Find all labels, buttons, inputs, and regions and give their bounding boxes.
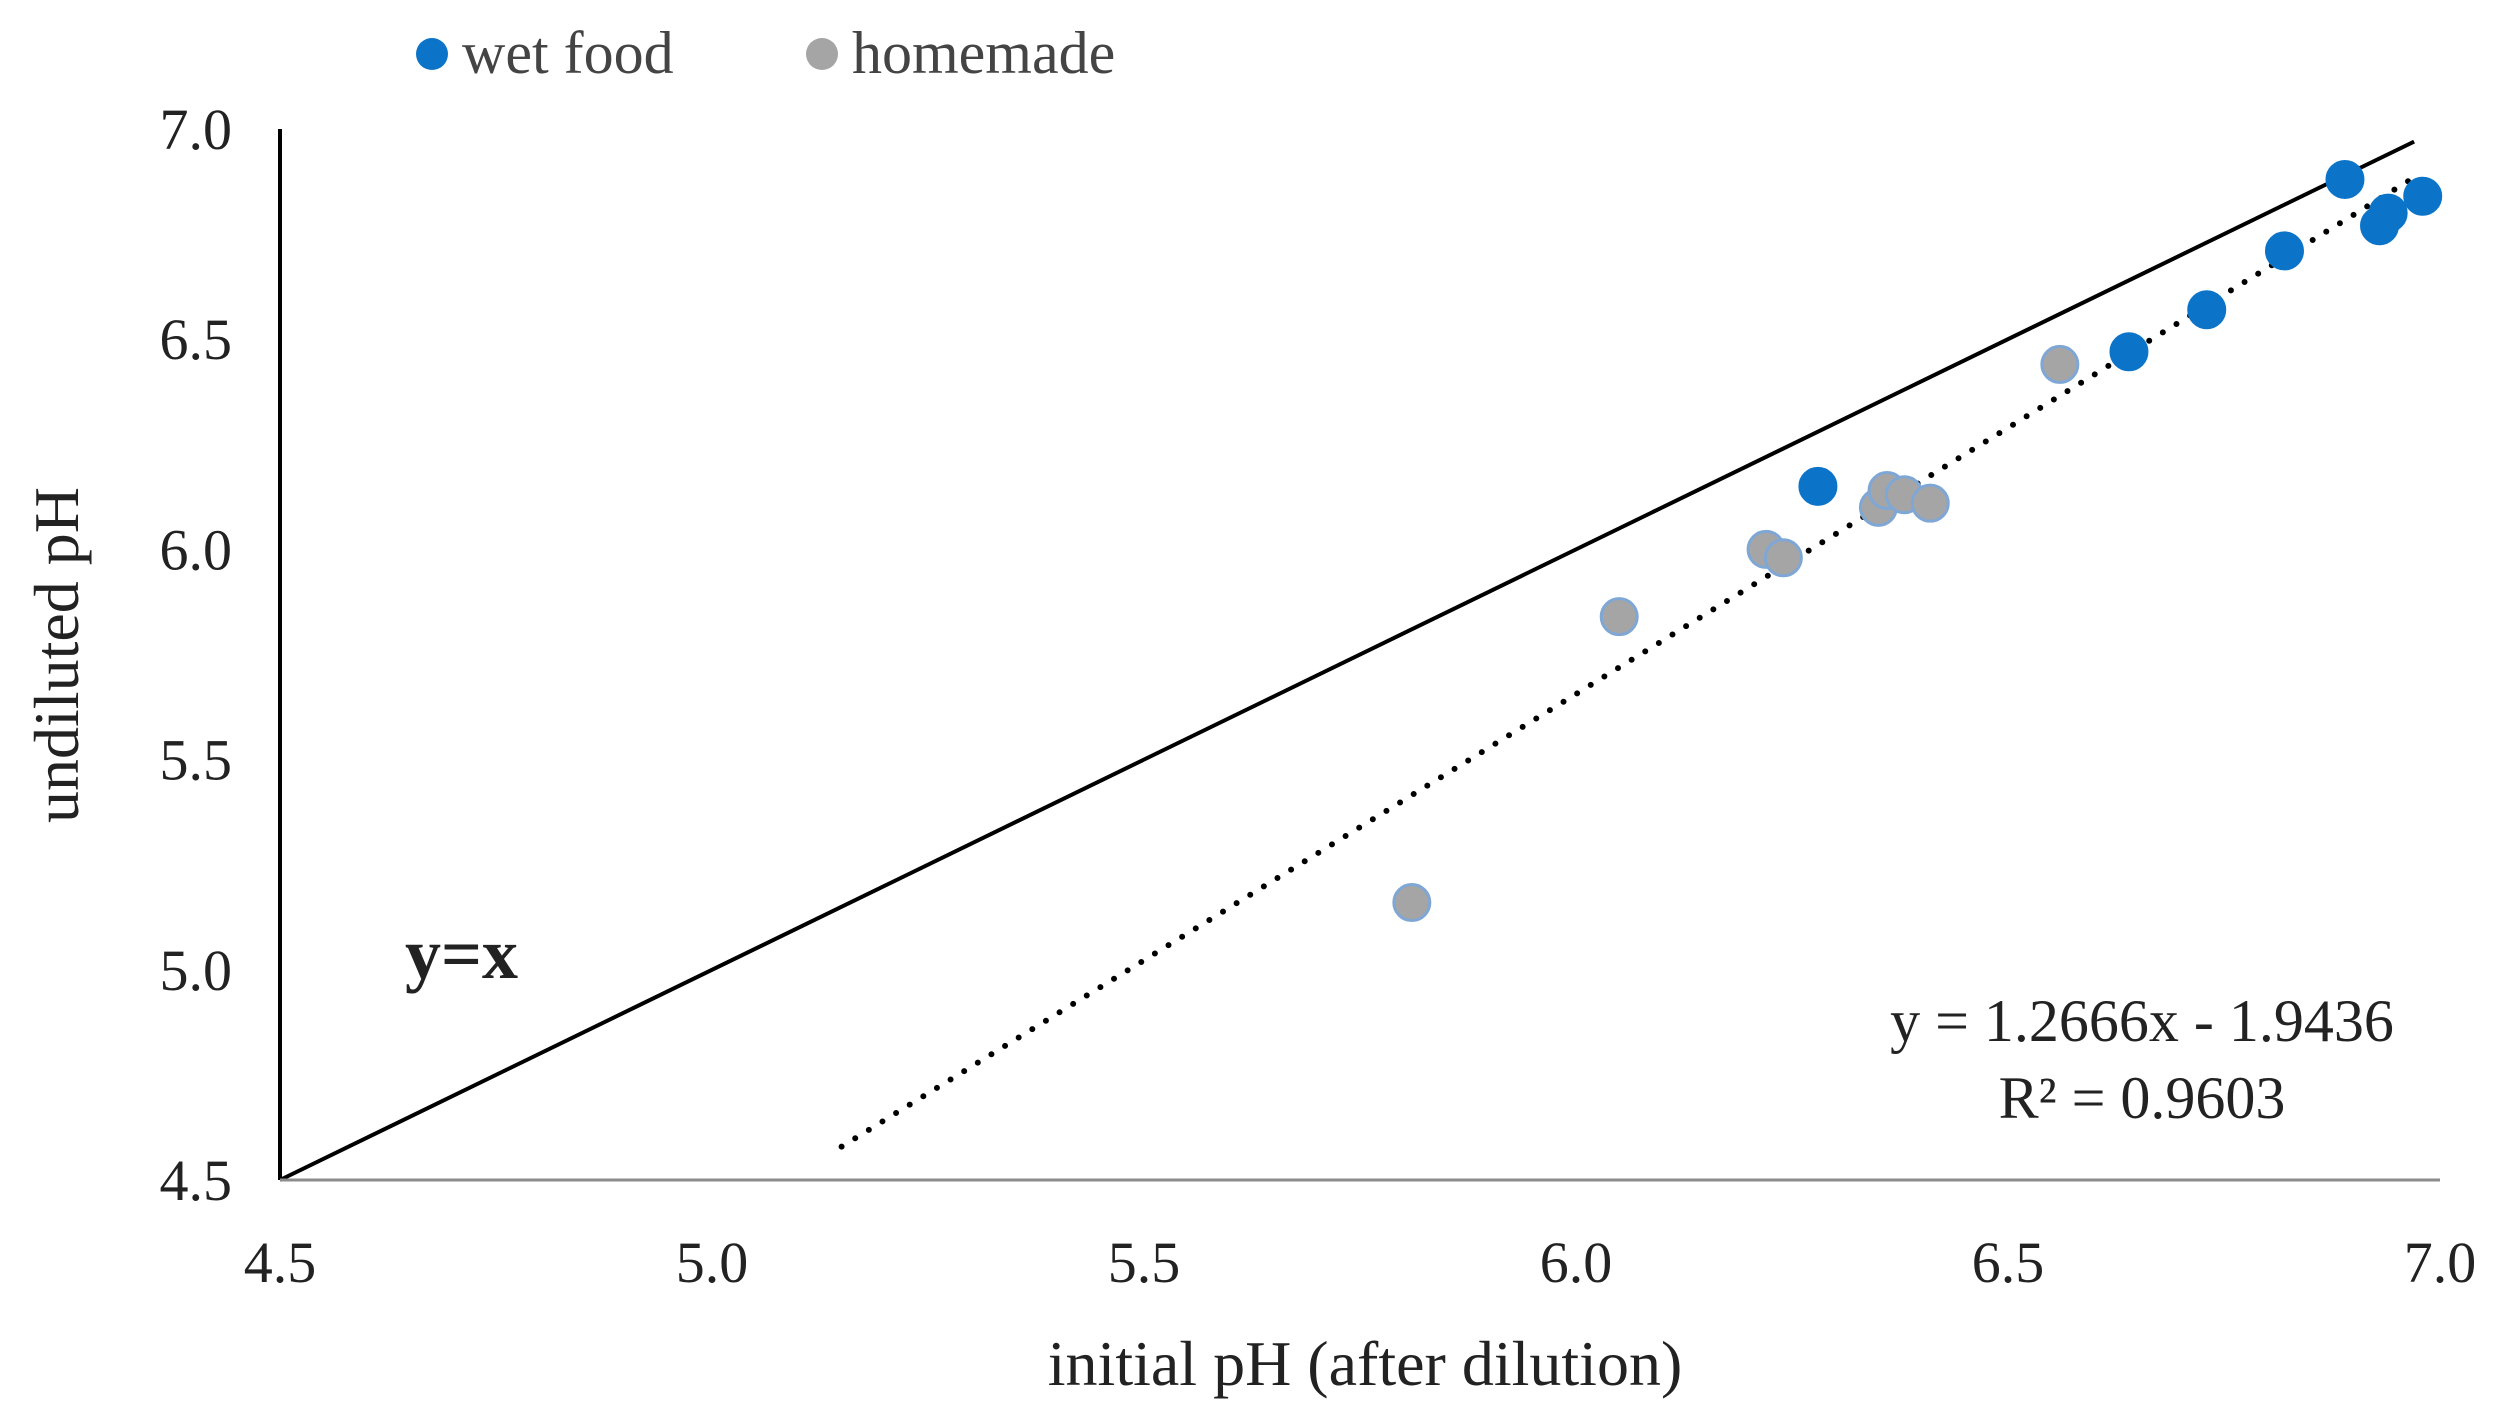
- point-wet-food-0: [1798, 466, 1838, 506]
- y-tick-label-2: 5.5: [160, 728, 233, 793]
- y-tick-label-1: 5.0: [160, 938, 233, 1003]
- point-homemade-0: [1392, 883, 1432, 923]
- point-homemade-7: [1910, 483, 1950, 523]
- point-homemade-1: [1599, 597, 1639, 637]
- y-tick-label-5: 7.0: [160, 97, 233, 162]
- trendline-r-squared: R² = 0.9603: [1999, 1065, 2286, 1131]
- plot-lines: [279, 139, 2418, 1182]
- point-homemade-8: [2040, 344, 2080, 384]
- reference-line-y-equals-x: [279, 139, 2415, 1182]
- x-tick-label-3: 6.0: [1540, 1230, 1613, 1295]
- x-axis-title: initial pH (after dilution): [1048, 1328, 1683, 1399]
- data-points: [1392, 159, 2443, 923]
- legend-swatch-homemade: [806, 38, 838, 70]
- point-wet-food-2: [2187, 290, 2227, 330]
- legend-label-homemade: homemade: [852, 20, 1115, 86]
- point-wet-food-1: [2109, 332, 2149, 372]
- point-wet-food-3: [2264, 231, 2304, 271]
- legend: wet food homemade: [416, 20, 1115, 86]
- x-tick-label-0: 4.5: [244, 1230, 317, 1295]
- reference-line-label: y=x: [405, 914, 518, 994]
- axes: [278, 129, 2440, 1182]
- point-wet-food-6: [2368, 193, 2408, 233]
- point-wet-food-7: [2403, 176, 2443, 216]
- y-tick-label-4: 6.5: [160, 307, 233, 372]
- tick-labels: 4.5 5.0 5.5 6.0 6.5 7.0 4.5 5.0 5.5 6.0 6.5 7.0: [160, 97, 2477, 1295]
- x-tick-label-5: 7.0: [2404, 1230, 2477, 1295]
- trendline-equation: y = 1.2666x - 1.9436: [1890, 988, 2394, 1054]
- x-tick-label-1: 5.0: [676, 1230, 749, 1295]
- y-axis-title: undiluted pH: [21, 487, 92, 823]
- x-tick-label-4: 6.5: [1972, 1230, 2045, 1295]
- y-tick-label-3: 6.0: [160, 517, 233, 582]
- legend-label-wet-food: wet food: [462, 20, 674, 86]
- point-homemade-3: [1763, 538, 1803, 578]
- y-tick-label-0: 4.5: [160, 1148, 233, 1213]
- x-tick-label-2: 5.5: [1108, 1230, 1181, 1295]
- legend-swatch-wet-food: [416, 38, 448, 70]
- point-wet-food-4: [2325, 159, 2365, 199]
